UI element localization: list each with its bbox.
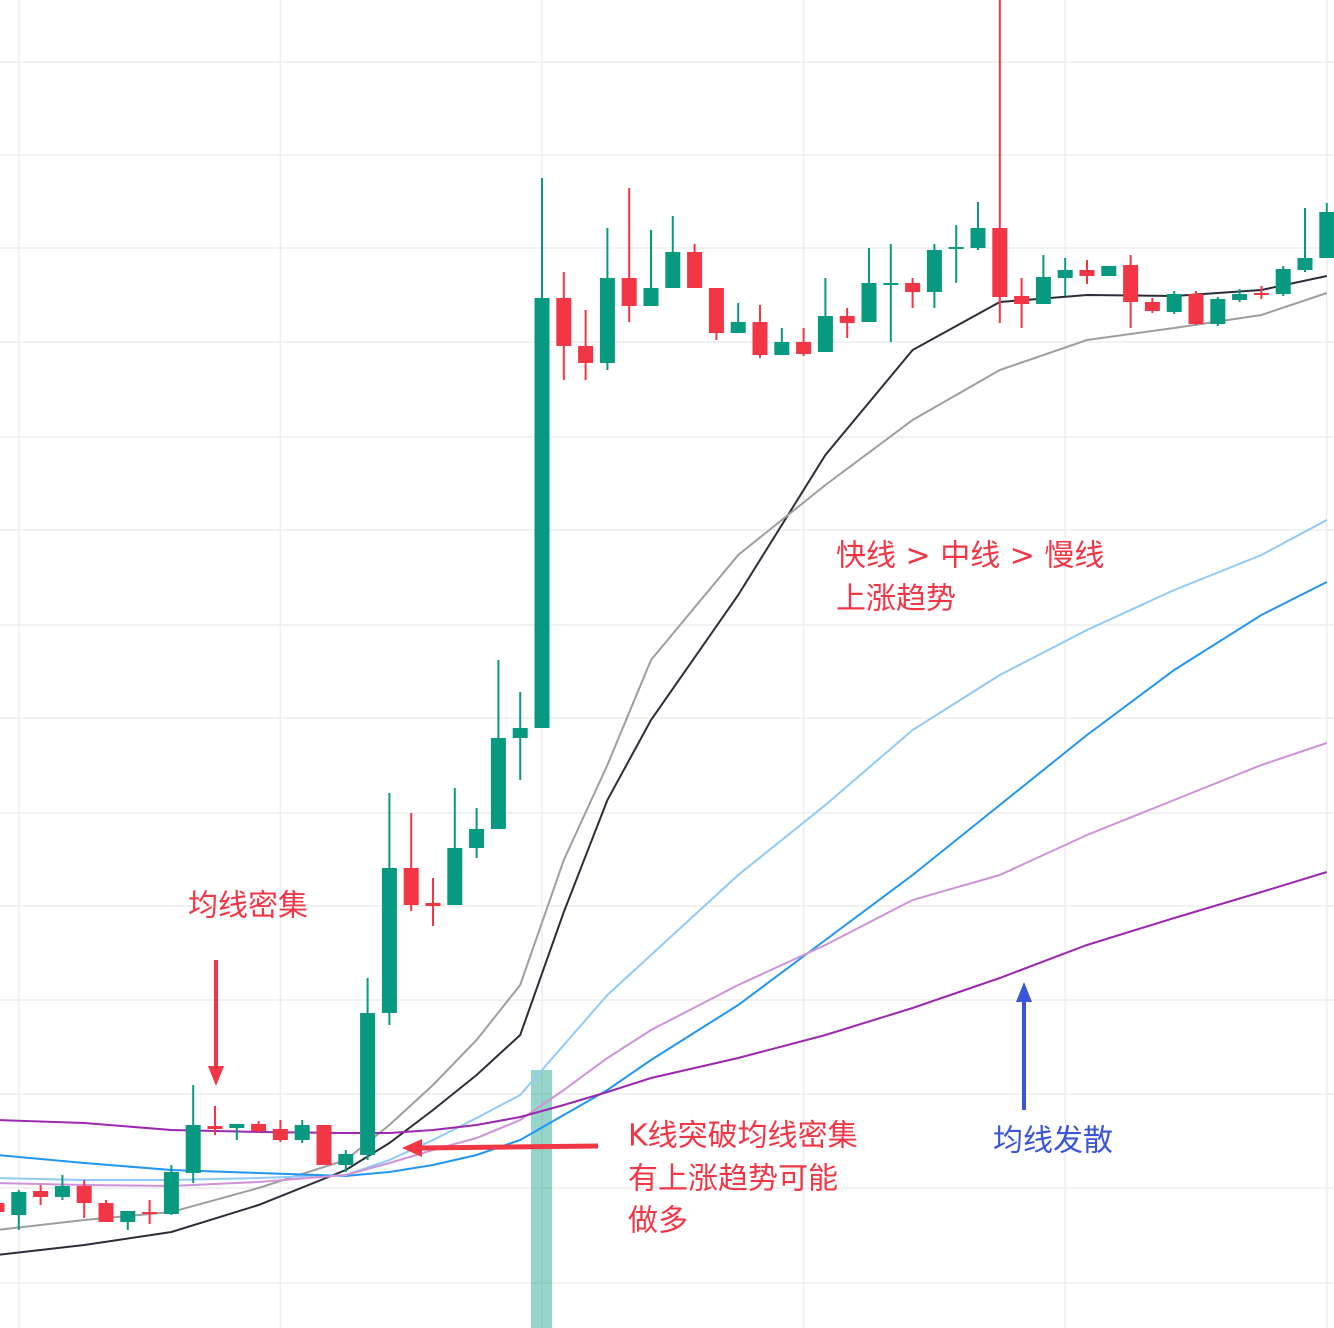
candle-body: [1297, 258, 1313, 270]
candle-body: [1275, 269, 1291, 294]
candle-body: [1188, 294, 1204, 324]
candle-body: [512, 728, 528, 738]
candle-body: [98, 1203, 114, 1222]
candle-body: [0, 1203, 5, 1212]
arrow: [419, 1143, 599, 1151]
candle-body: [1253, 293, 1269, 295]
candle-body: [338, 1154, 354, 1165]
annotation: 快线 > 中线 > 慢线: [836, 539, 1104, 574]
candle-body: [948, 247, 964, 249]
arrow-head: [208, 1066, 224, 1086]
candle-body: [730, 322, 746, 333]
candle-body: [774, 342, 790, 355]
candle-body: [1166, 294, 1182, 312]
highlight-band: [531, 1070, 552, 1328]
ma-line: [0, 275, 1328, 1256]
candle-body: [316, 1125, 332, 1165]
candle-body: [1319, 212, 1334, 258]
candle-body: [294, 1125, 310, 1140]
candle-body: [578, 346, 594, 363]
candle-body: [490, 738, 506, 829]
candle-body: [970, 228, 986, 248]
candle-body: [752, 322, 768, 355]
candle-body: [643, 288, 659, 306]
candle-body: [926, 250, 942, 292]
candle-body: [1123, 265, 1139, 302]
candle-body: [76, 1186, 92, 1203]
candle-body: [360, 1013, 376, 1155]
candles: [0, 0, 1334, 1230]
annotation: K线突破均线密集: [628, 1119, 858, 1154]
moving-averages: [0, 275, 1328, 1256]
candle-body: [1210, 299, 1226, 324]
candle-body: [403, 868, 419, 905]
candle-body: [796, 342, 812, 354]
candle-body: [142, 1212, 158, 1214]
annotation: 有上涨趋势可能: [628, 1162, 838, 1197]
ma-line: [0, 581, 1328, 1178]
candle-body: [534, 298, 550, 728]
candle-body: [272, 1129, 288, 1140]
candle-body: [425, 903, 441, 906]
candle-body: [185, 1125, 201, 1173]
candle-body: [708, 288, 724, 333]
ma-line: [0, 292, 1328, 1231]
candle-body: [54, 1186, 70, 1197]
candle-body: [556, 298, 572, 346]
candle-body: [251, 1124, 267, 1131]
candle-body: [1014, 296, 1030, 304]
candle-body: [469, 829, 485, 848]
candle-body: [992, 228, 1008, 297]
ma-line: [0, 742, 1328, 1188]
candle-body: [163, 1172, 179, 1214]
ma-line: [0, 519, 1328, 1181]
arrow-head: [1016, 982, 1032, 1002]
candle-body: [839, 316, 855, 323]
candle-body: [381, 868, 397, 1013]
annotation: 做多: [628, 1204, 688, 1239]
candle-body: [1079, 270, 1095, 276]
candle-body: [665, 252, 681, 288]
candle-body: [621, 278, 637, 306]
candle-body: [1101, 266, 1117, 276]
candle-body: [687, 252, 703, 288]
candle-body: [1144, 302, 1160, 311]
candle-body: [883, 283, 899, 285]
candle-body: [1057, 270, 1073, 278]
candle-body: [447, 848, 463, 905]
candle-body: [229, 1124, 245, 1128]
candle-body: [905, 283, 921, 292]
candle-body: [599, 278, 615, 363]
annotation: 上涨趋势: [836, 582, 956, 617]
annotation: 均线发散: [993, 1124, 1113, 1159]
annotation: 均线密集: [188, 889, 308, 924]
candle-body: [1035, 277, 1051, 304]
candle-body: [33, 1191, 49, 1197]
candle-body: [207, 1126, 223, 1129]
candle-body: [817, 316, 833, 352]
candle-body: [1232, 294, 1248, 300]
arrow-head: [402, 1139, 422, 1157]
annotations: 均线密集 K线突破均线密集 有上涨趋势可能 做多 快线 > 中线 > 慢线 上涨…: [188, 539, 1113, 1239]
candle-body: [861, 283, 877, 322]
candle-body: [120, 1211, 136, 1222]
candle-body: [11, 1192, 27, 1215]
